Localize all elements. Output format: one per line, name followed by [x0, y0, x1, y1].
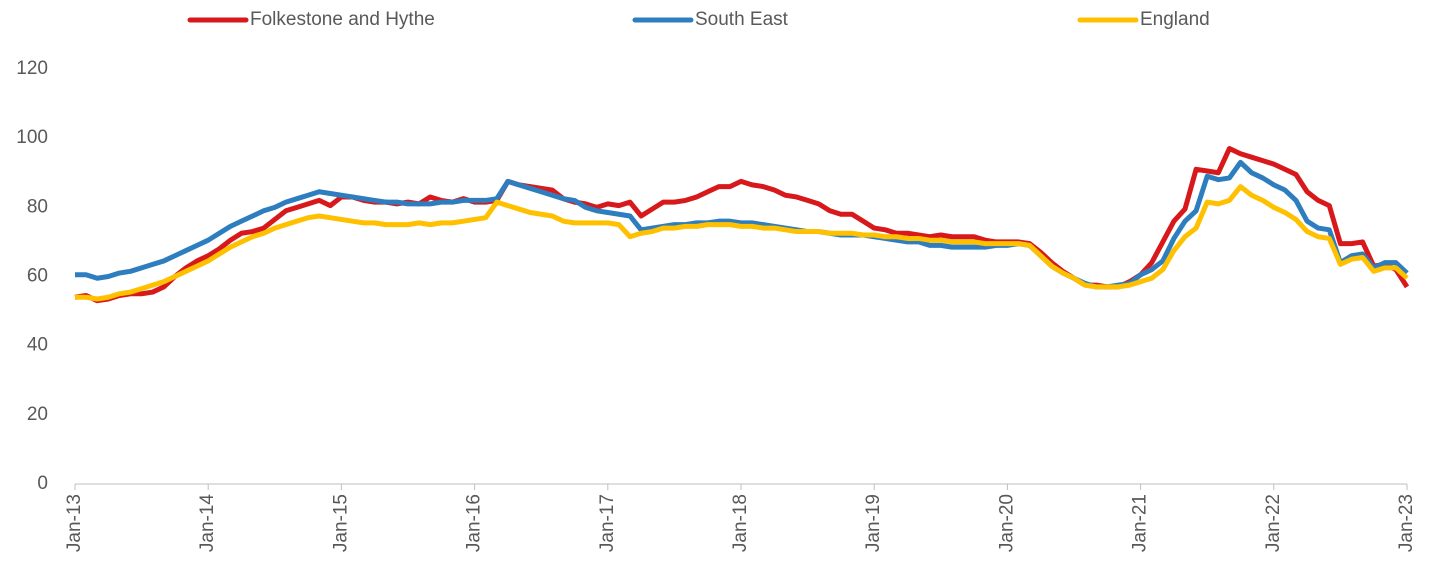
x-tick-label: Jan-13 [64, 494, 85, 552]
x-tick-label: Jan-14 [197, 494, 218, 553]
line-series [75, 159, 1409, 290]
y-tick-label: 100 [16, 127, 48, 148]
x-tick-label: Jan-18 [730, 494, 751, 552]
line-series [74, 146, 1410, 304]
x-tick-label: Jan-19 [863, 494, 884, 552]
y-tick-label: 20 [27, 404, 48, 425]
legend-label: Folkestone and Hythe [250, 9, 435, 30]
x-tick-label: Jan-15 [330, 494, 351, 552]
y-tick-label: 60 [27, 266, 48, 287]
y-tick-label: 40 [27, 335, 48, 356]
x-tick-label: Jan-22 [1263, 494, 1284, 552]
x-tick-label: Jan-20 [996, 494, 1017, 552]
x-tick-label: Jan-23 [1396, 494, 1417, 552]
y-tick-label: 120 [16, 58, 48, 79]
legend-label: England [1140, 9, 1210, 30]
x-tick-label: Jan-17 [597, 494, 618, 552]
y-tick-label: 80 [27, 196, 48, 217]
y-tick-label: 0 [37, 473, 48, 494]
line-series [75, 184, 1409, 302]
x-tick-label: Jan-16 [464, 494, 485, 552]
x-tick-label: Jan-21 [1130, 494, 1151, 552]
legend-label: South East [695, 9, 789, 30]
